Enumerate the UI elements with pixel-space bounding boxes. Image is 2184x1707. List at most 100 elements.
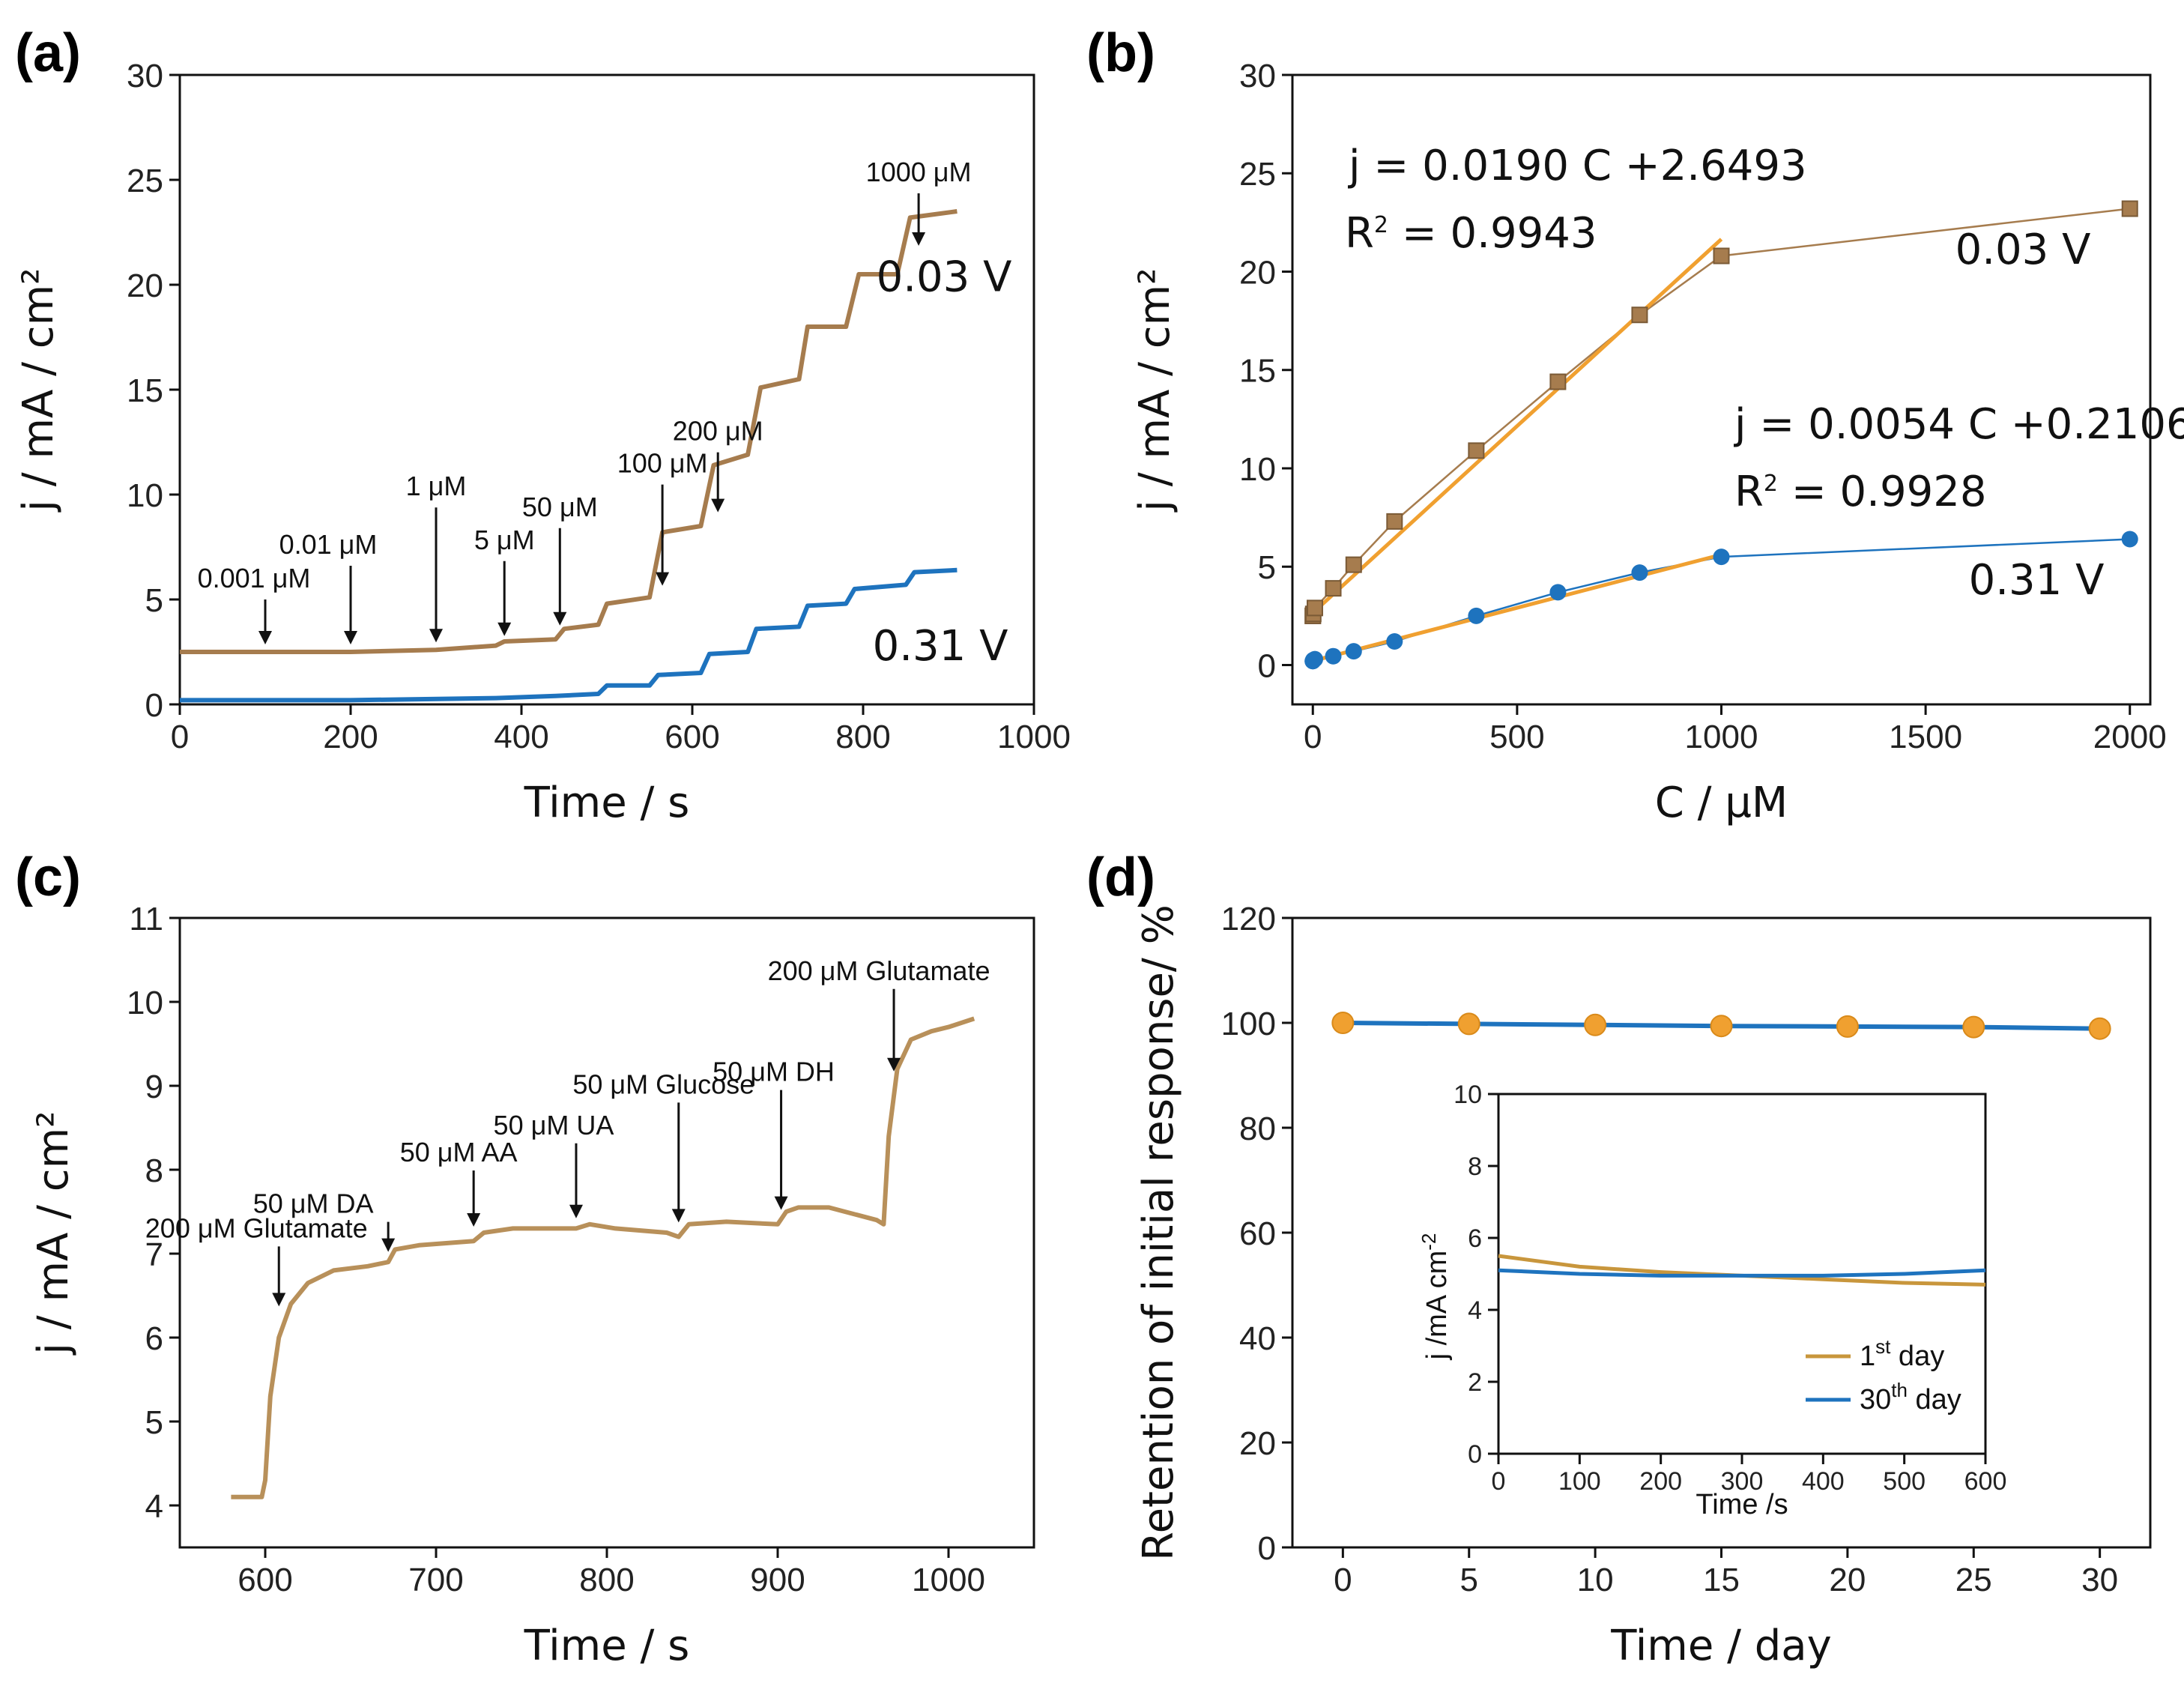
- data-point: [1386, 633, 1403, 650]
- inset-y-axis-label: j /mA cm-2: [1418, 1233, 1453, 1361]
- data-point: [1468, 607, 1485, 624]
- y-axis-label: Retention of initial response/ %: [1134, 904, 1183, 1561]
- y-tick-label: 25: [1239, 156, 1276, 193]
- annotation-arrow-head: [656, 572, 670, 586]
- annotation-arrow-head: [569, 1204, 583, 1218]
- inset-x-axis-label: Time /s: [1696, 1489, 1788, 1520]
- data-point: [1345, 643, 1362, 660]
- y-tick-label: 8: [145, 1152, 163, 1189]
- y-tick-label: 40: [1239, 1320, 1276, 1357]
- y-tick-label: 5: [1258, 549, 1276, 586]
- y-tick-label: 60: [1239, 1215, 1276, 1252]
- annotation-label: 50 μM AA: [400, 1137, 518, 1167]
- y-tick-label: 10: [1454, 1081, 1482, 1109]
- annotation-arrow-head: [912, 232, 926, 246]
- y-tick-label: 0: [145, 687, 163, 724]
- y-tick-label: 80: [1239, 1111, 1276, 1147]
- x-tick-label: 600: [665, 719, 719, 755]
- data-point: [1631, 306, 1648, 324]
- data-point: [1345, 556, 1362, 573]
- series-label: 0.03 V: [877, 253, 1012, 301]
- legend-tail: day: [1908, 1384, 1961, 1416]
- axes-d-inset: 0 100 200 300 400 500 600 0 2 4 6 8 10 1st day 30th da…: [1418, 1081, 2006, 1520]
- panel-label: (a): [15, 23, 81, 83]
- series-line: [231, 1016, 975, 1499]
- x-tick-label: 30: [2081, 1562, 2118, 1598]
- y-tick-label: 2: [1468, 1368, 1482, 1397]
- annotation-arrow-head: [258, 631, 272, 644]
- inset-series-line-1: [1498, 1268, 1986, 1278]
- annotation-label: 1000 μM: [866, 157, 972, 187]
- annotation-label: 50 μM DH: [713, 1057, 835, 1087]
- data-point: [1325, 580, 1342, 597]
- data-point: [1836, 1015, 1859, 1038]
- data-point: [1631, 564, 1648, 581]
- annotation-arrow-head: [553, 611, 567, 626]
- y-tick-label: 10: [127, 985, 163, 1021]
- y-tick-label: 20: [1239, 254, 1276, 291]
- y-axis-label: j / mA / cm²: [29, 1111, 78, 1356]
- annotation-label: 200 μM Glutamate: [768, 955, 990, 986]
- x-tick-label: 1000: [912, 1562, 985, 1598]
- data-point: [1713, 247, 1730, 265]
- y-tick-label: 6: [145, 1320, 163, 1357]
- y-tick-label: 4: [1468, 1296, 1482, 1325]
- inset-series-line-0: [1498, 1254, 1986, 1287]
- x-tick-label: 10: [1577, 1562, 1614, 1598]
- annotation-label: 1 μM: [406, 471, 467, 501]
- annotation-arrow-head: [774, 1196, 788, 1210]
- x-tick-label: 25: [1955, 1562, 1992, 1598]
- data-point: [1306, 599, 1323, 617]
- annotation-label: 50 μM UA: [494, 1110, 614, 1140]
- superscript: 2: [1374, 212, 1388, 238]
- x-tick-label: 500: [1883, 1467, 1926, 1496]
- y-axis-label: j / mA / cm²: [14, 268, 63, 513]
- superscript: st: [1875, 1335, 1891, 1358]
- r2-value: = 0.9928: [1778, 468, 1986, 516]
- annotation-label: 0.001 μM: [198, 563, 311, 593]
- axes-b: 0 500 1000 1500 2000 0 5 10 15 20 25 30 j = 0.0190 C…: [1086, 23, 2184, 827]
- r2-value: = 0.9943: [1388, 209, 1597, 258]
- series-line-1: [180, 567, 958, 703]
- superscript: -2: [1418, 1233, 1440, 1251]
- annotation-arrow-head: [429, 629, 443, 643]
- fit-equation: j = 0.0190 C +2.6493: [1347, 142, 1807, 190]
- x-tick-label: 200: [1639, 1467, 1682, 1496]
- panel-label: (b): [1086, 23, 1155, 83]
- data-point: [2121, 200, 2138, 217]
- data-point: [1457, 1012, 1480, 1036]
- x-axis-label: Time / s: [524, 779, 690, 827]
- legend-tail: day: [1890, 1341, 1944, 1372]
- panel-label: (d): [1086, 848, 1155, 907]
- annotation-label: 50 μM: [522, 492, 598, 522]
- data-point: [1386, 513, 1403, 530]
- x-tick-label: 600: [238, 1562, 292, 1598]
- annotation-label: 50 μM Glucose: [572, 1069, 754, 1099]
- x-tick-label: 0: [1492, 1467, 1506, 1496]
- x-tick-label: 300: [1721, 1467, 1764, 1496]
- data-point: [2121, 531, 2138, 548]
- y-tick-label: 0: [1258, 647, 1276, 684]
- y-tick-label: 20: [1239, 1425, 1276, 1462]
- x-axis-label: Time / day: [1610, 1622, 1832, 1670]
- x-tick-label: 600: [1964, 1467, 2007, 1496]
- series-label: 0.31 V: [873, 622, 1008, 671]
- annotation-arrow-head: [272, 1293, 286, 1307]
- annotation-arrow-head: [467, 1213, 481, 1227]
- x-tick-label: 800: [579, 1562, 634, 1598]
- y-tick-label: 30: [127, 58, 163, 94]
- y-tick-label: 0: [1258, 1530, 1276, 1567]
- x-tick-label: 5: [1459, 1562, 1477, 1598]
- fit-equation: j = 0.0054 C +0.2106: [1733, 400, 2184, 449]
- x-axis-label: Time / s: [524, 1622, 690, 1670]
- y-tick-label: 0: [1468, 1440, 1482, 1469]
- y-tick-label: 25: [127, 163, 163, 199]
- fit-line-0: [1311, 238, 1723, 614]
- fit-r2: R2 = 0.9943: [1345, 209, 1597, 258]
- series-label: 0.31 V: [1969, 556, 2105, 605]
- x-tick-label: 1500: [1889, 719, 1962, 755]
- data-point: [1325, 647, 1342, 665]
- y-tick-label: 15: [127, 372, 163, 409]
